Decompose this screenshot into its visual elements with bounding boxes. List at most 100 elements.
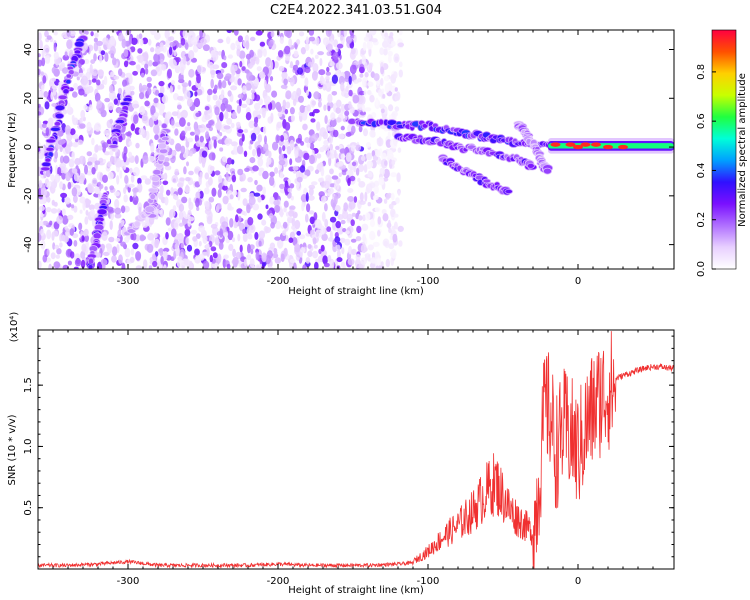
heatmap-noise-cell <box>186 161 189 167</box>
snr-frame <box>37 329 675 570</box>
heatmap-noise-cell <box>132 70 139 76</box>
heatmap-noise-cell <box>38 232 42 242</box>
heatmap-noise-cell <box>317 222 323 230</box>
heatmap-noise-cell <box>231 111 237 120</box>
heatmap-noise-cell <box>269 76 274 82</box>
heatmap-noise-cell <box>327 237 334 242</box>
heatmap-noise-cell <box>172 178 176 183</box>
heatmap-noise-cell <box>358 66 365 74</box>
heatmap-noise-cell <box>164 30 170 39</box>
heatmap-noise-cell <box>306 89 309 96</box>
heatmap-noise-cell <box>329 168 334 175</box>
heatmap-noise-cell <box>130 123 135 132</box>
heatmap-noise-cell <box>46 35 52 40</box>
heatmap-noise-cell <box>273 199 280 206</box>
heatmap-noise-cell <box>245 40 250 50</box>
heatmap-feature-cell <box>74 40 85 48</box>
heatmap-noise-cell <box>367 81 374 87</box>
heatmap-noise-cell <box>129 61 136 66</box>
heatmap-noise-cell <box>362 77 366 88</box>
heatmap-noise-cell <box>287 187 293 193</box>
heatmap-noise-cell <box>147 232 155 241</box>
heatmap-noise-cell <box>324 218 329 228</box>
heatmap-noise-cell <box>182 30 189 39</box>
heatmap-noise-cell <box>395 197 400 204</box>
heatmap-noise-cell <box>351 161 357 167</box>
heatmap-noise-cell <box>355 144 362 152</box>
heatmap-noise-cell <box>109 155 115 165</box>
heatmap-noise-cell <box>169 209 176 218</box>
heatmap-noise-cell <box>241 85 247 95</box>
heatmap-noise-cell <box>330 112 336 121</box>
heatmap-noise-cell <box>236 48 241 57</box>
heatmap-noise-cell <box>300 194 308 203</box>
heatmap-noise-cell <box>271 90 278 98</box>
heatmap-noise-cell <box>222 195 229 205</box>
heatmap-feature-cell <box>57 94 68 100</box>
heatmap-noise-cell <box>365 152 373 161</box>
heatmap-noise-cell <box>366 161 372 170</box>
heatmap-noise-cell <box>273 250 278 256</box>
heatmap-noise-cell <box>372 194 379 201</box>
heatmap-noise-cell <box>270 222 275 229</box>
heatmap-noise-cell <box>235 214 239 223</box>
heatmap-noise-cell <box>395 91 401 101</box>
heatmap-noise-cell <box>240 103 248 108</box>
heatmap-noise-cell <box>207 88 213 96</box>
heatmap-noise-cell <box>91 68 99 77</box>
colorbar-axis: 0.0 0.2 0.4 0.6 0.8 <box>696 64 716 277</box>
heatmap-noise-cell <box>262 170 269 180</box>
heatmap-noise-cell <box>77 139 84 146</box>
heatmap-noise-cell <box>107 161 112 168</box>
heatmap-noise-cell <box>318 248 322 255</box>
heatmap-noise-cell <box>293 262 297 269</box>
heatmap-noise-cell <box>318 191 325 198</box>
heatmap-noise-cell <box>159 185 164 194</box>
heatmap-noise-cell <box>249 224 256 233</box>
heatmap-noise-cell <box>359 73 364 78</box>
heatmap-noise-cell <box>398 30 403 36</box>
heatmap-noise-cell <box>45 207 52 213</box>
heatmap-noise-cell <box>245 53 252 60</box>
heatmap-noise-cell <box>93 37 98 43</box>
heatmap-noise-cell <box>52 230 59 237</box>
y-tick-label: 0 <box>23 144 34 150</box>
heatmap-noise-cell <box>194 168 200 173</box>
heatmap-noise-cell <box>202 44 210 52</box>
heatmap-noise-cell <box>258 230 266 239</box>
heatmap-noise-cell <box>138 33 143 39</box>
heatmap-noise-cell <box>368 62 373 72</box>
heatmap-noise-cell <box>375 149 381 158</box>
heatmap-noise-cell <box>128 151 133 158</box>
heatmap-noise-cell <box>312 63 319 73</box>
heatmap-noise-cell <box>189 131 195 136</box>
heatmap-noise-cell <box>42 194 46 205</box>
heatmap-noise-cell <box>124 175 129 184</box>
snr-y-label: SNR (10 * v/v) <box>7 414 18 485</box>
heatmap-noise-cell <box>54 173 61 183</box>
colorbar-gradient <box>711 29 737 270</box>
heatmap-noise-cell <box>320 180 326 188</box>
heatmap-peak-cell <box>618 144 628 150</box>
heatmap-noise-cell <box>331 175 339 180</box>
heatmap-noise-cell <box>332 129 339 138</box>
heatmap-noise-cell <box>326 43 333 52</box>
heatmap-noise-cell <box>146 87 152 96</box>
heatmap-noise-cell <box>353 196 358 203</box>
heatmap-noise-cell <box>73 172 80 182</box>
heatmap-noise-cell <box>224 111 229 120</box>
heatmap-noise-cell <box>130 248 135 256</box>
heatmap-noise-cell <box>214 237 220 246</box>
heatmap-noise-cell <box>279 135 285 142</box>
heatmap-noise-cell <box>221 80 227 89</box>
heatmap-noise-cell <box>249 36 256 42</box>
heatmap-noise-cell <box>284 45 291 55</box>
heatmap-noise-cell <box>336 161 344 167</box>
heatmap-noise-cell <box>207 176 213 186</box>
heatmap-noise-cell <box>53 42 57 52</box>
heatmap-noise-cell <box>111 80 117 86</box>
heatmap-noise-cell <box>367 171 373 178</box>
heatmap-noise-cell <box>38 111 42 116</box>
heatmap-noise-cell <box>144 100 150 107</box>
heatmap-noise-cell <box>73 194 78 203</box>
